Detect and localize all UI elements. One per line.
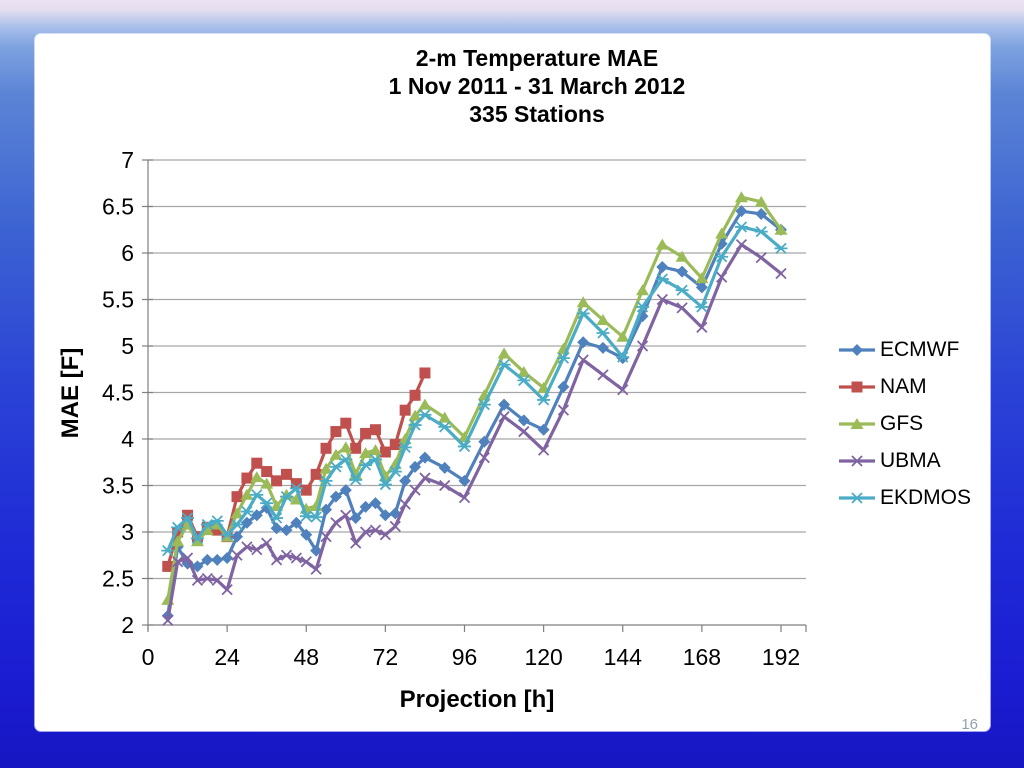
legend-item-nam: NAM — [838, 375, 971, 399]
y-tick-label: 2.5 — [102, 566, 134, 592]
triangle-legend-marker-icon — [839, 418, 875, 429]
x-legend-marker-icon — [839, 455, 875, 467]
series-ekdmos — [161, 221, 788, 557]
x-tick-label: 120 — [524, 644, 562, 670]
y-tick-label: 3.5 — [102, 473, 134, 499]
y-tick-label: 4 — [121, 426, 134, 452]
legend-item-ecmwf: ECMWF — [838, 338, 971, 362]
star-legend-marker-icon — [839, 492, 875, 504]
x-tick-label: 168 — [683, 644, 721, 670]
x-tick-label: 192 — [762, 644, 800, 670]
y-tick-label: 2 — [121, 612, 134, 638]
chart-title-line: 1 Nov 2011 - 31 March 2012 — [389, 73, 686, 99]
legend-item-ekdmos: EKDMOS — [838, 486, 971, 510]
x-axis-title: Projection [h] — [400, 686, 555, 713]
y-tick-label: 6.5 — [102, 194, 134, 220]
x-tick-label: 72 — [373, 644, 399, 670]
y-tick-label: 7 — [121, 147, 134, 173]
x-tick-label: 144 — [604, 644, 643, 670]
legend-label: GFS — [880, 412, 924, 435]
diamond-legend-marker-icon — [839, 344, 875, 356]
y-tick-label: 5 — [121, 333, 134, 359]
legend-label: NAM — [880, 375, 927, 398]
x-tick-label: 0 — [142, 644, 155, 670]
legend-label: EKDMOS — [880, 486, 972, 509]
chart-title-line: 335 Stations — [469, 101, 605, 127]
x-tick-label: 24 — [214, 644, 240, 670]
y-tick-label: 5.5 — [102, 287, 134, 313]
chart-panel — [35, 34, 990, 731]
page-number: 16 — [961, 716, 978, 733]
series-gfs — [161, 191, 788, 605]
square-legend-marker-icon — [839, 381, 875, 393]
chart-legend: ECMWF NAM GFS UBMA EKDMOS — [838, 338, 971, 510]
legend-item-gfs: GFS — [838, 412, 971, 436]
series-ubma — [162, 238, 787, 626]
y-tick-label: 4.5 — [102, 380, 134, 406]
y-tick-label: 3 — [121, 519, 134, 545]
legend-item-ubma: UBMA — [838, 449, 971, 473]
x-tick-label: 48 — [293, 644, 319, 670]
legend-label: UBMA — [880, 449, 941, 472]
x-tick-label: 96 — [452, 644, 478, 670]
legend-label: ECMWF — [880, 338, 960, 361]
y-tick-label: 6 — [121, 240, 134, 266]
chart-title-line: 2-m Temperature MAE — [416, 45, 658, 71]
y-axis-title: MAE [F] — [57, 348, 84, 439]
